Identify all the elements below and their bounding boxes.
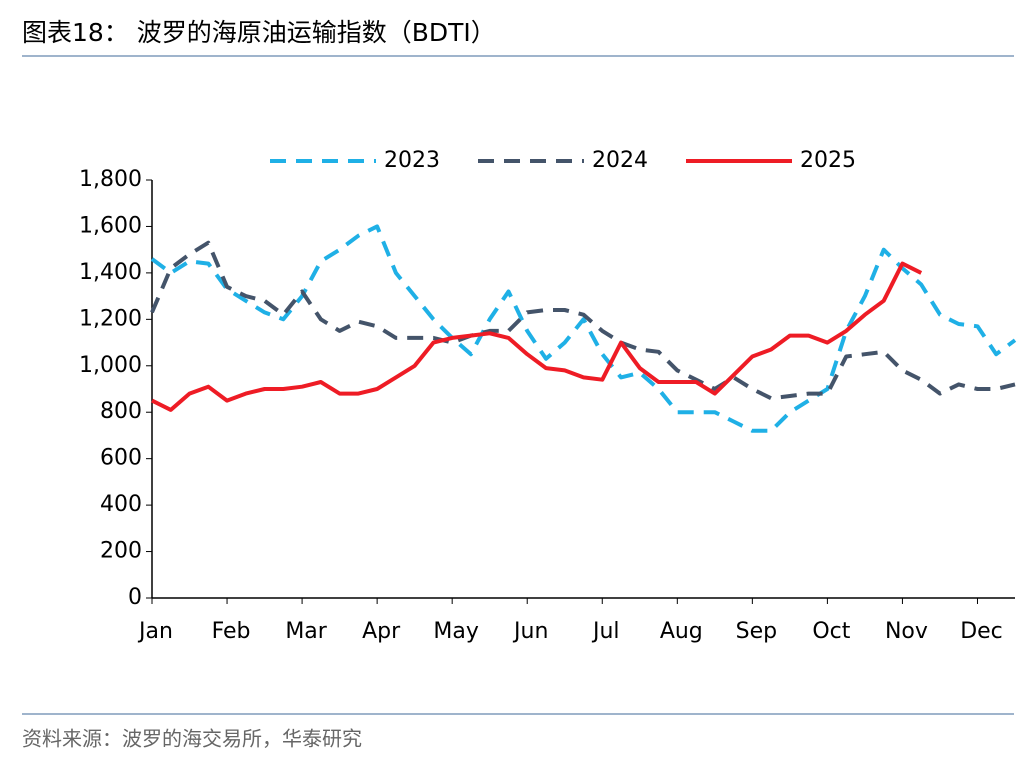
- source: 资料来源：波罗的海交易所，华泰研究: [22, 727, 362, 751]
- line-2023: [150, 224, 1017, 433]
- y-tick-label: 1,600: [79, 213, 142, 238]
- y-tick-label: 1,400: [79, 260, 142, 285]
- chart-title: 图表18： 波罗的海原油运输指数（BDTI）: [22, 18, 496, 47]
- y-tick-label: 800: [100, 399, 142, 424]
- x-tick-label: Dec: [960, 619, 1003, 644]
- x-tick-label: Feb: [212, 619, 251, 644]
- y-tick-label: 1,200: [79, 306, 142, 331]
- x-tick-label: Mar: [285, 619, 327, 644]
- x-tick-label: Apr: [362, 619, 401, 644]
- x-tick-label: Oct: [812, 619, 850, 644]
- x-tick-label: May: [433, 619, 478, 644]
- y-tick-label: 1,000: [79, 353, 142, 378]
- legend-label: 2024: [592, 148, 648, 173]
- y-tick-label: 1,800: [79, 167, 142, 192]
- legend-label: 2025: [800, 148, 856, 173]
- x-tick-label: Sep: [736, 619, 777, 644]
- x-tick-label: Aug: [660, 619, 703, 644]
- x-tick-label: Jul: [591, 619, 620, 644]
- y-tick-label: 200: [100, 539, 142, 564]
- x-tick-label: Nov: [885, 619, 928, 644]
- legend-label: 2023: [384, 148, 440, 173]
- line-2025: [151, 261, 923, 412]
- line-2024: [150, 240, 1016, 401]
- x-tick-label: Jun: [512, 619, 548, 644]
- y-tick-label: 600: [100, 446, 142, 471]
- y-tick-label: 400: [100, 492, 142, 517]
- y-tick-label: 0: [128, 585, 142, 610]
- x-tick-label: Jan: [137, 619, 173, 644]
